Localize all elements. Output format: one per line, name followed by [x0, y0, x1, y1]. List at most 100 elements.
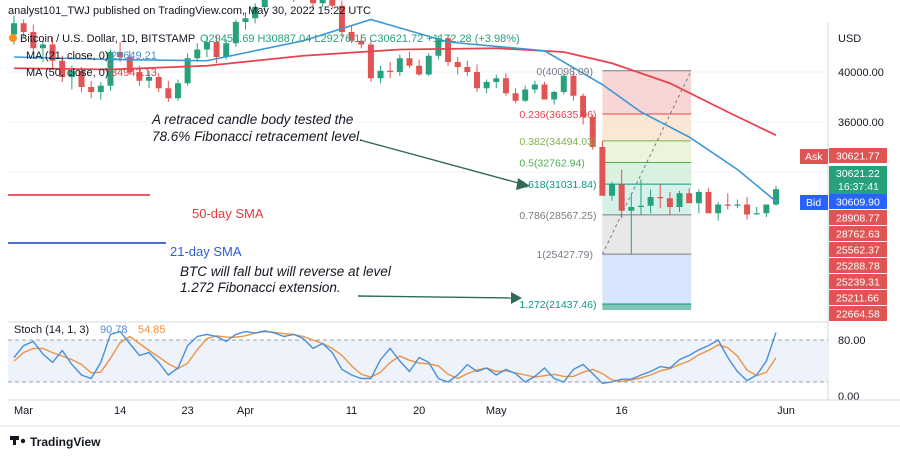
last-price-bg — [829, 166, 887, 194]
fib-level-label: 0.236(36635.96) — [519, 109, 596, 121]
candle-body — [377, 70, 384, 79]
ma21-legend[interactable]: MA (21, close, 0) 29649.21 — [26, 50, 157, 62]
fib-level-label: 0.5(32762.94) — [519, 157, 584, 169]
tradingview-logo[interactable]: TradingView — [10, 435, 101, 449]
ask-value-bg — [829, 148, 887, 163]
candle — [155, 73, 162, 92]
candle-body — [522, 89, 529, 101]
time-tick-label: 14 — [114, 405, 126, 417]
candle — [493, 74, 500, 89]
candle-body — [454, 62, 461, 67]
candle-body — [686, 193, 693, 204]
fibonacci-labels: 0(40098.09)0.236(36635.96)0.382(34494.03… — [519, 66, 596, 311]
bitcoin-icon — [9, 34, 17, 42]
candle-body — [126, 57, 133, 72]
fibonacci-retracement[interactable] — [601, 70, 692, 311]
fib-value: 36635.96 — [549, 109, 593, 121]
candle-body — [531, 84, 538, 90]
candle-body — [753, 213, 760, 215]
candle — [609, 182, 616, 201]
fib-paren-open: ( — [542, 249, 546, 261]
annotation-sma50: 50-day SMA — [192, 206, 264, 221]
annotation-arrows — [357, 139, 530, 304]
candle — [293, 0, 295, 2]
price-level-tag-bg — [829, 274, 887, 289]
ma50-legend[interactable]: MA (50, close, 0) 34942.13 — [26, 67, 157, 79]
candle-body — [502, 78, 509, 94]
candle — [329, 0, 336, 9]
candle-body — [348, 32, 355, 41]
fib-zone — [602, 214, 692, 255]
stoch-d-value: 54.85 — [138, 324, 166, 336]
fib-paren-open: ( — [546, 136, 550, 148]
candle — [348, 25, 355, 44]
candle-body — [232, 22, 239, 44]
price-level-tag: 28908.77 — [836, 213, 880, 225]
candle — [30, 24, 37, 54]
candle — [464, 60, 471, 76]
price-level-tag: 25562.37 — [836, 245, 880, 257]
annotation-retrace-line1: A retraced candle body tested the — [151, 112, 353, 127]
bar-countdown: 16:37:41 — [838, 181, 879, 193]
fib-ratio: 1 — [536, 249, 542, 261]
candle — [117, 42, 124, 62]
candle-body — [551, 92, 558, 100]
fib-ratio: 0.5 — [519, 157, 534, 169]
candle-body — [213, 42, 220, 57]
candle-body — [49, 44, 56, 61]
tv-logo-icon-dot — [20, 438, 26, 444]
time-tick-label: 16 — [616, 405, 628, 417]
candle — [512, 88, 519, 104]
candle-body — [628, 207, 635, 211]
candle — [647, 189, 654, 214]
candle-body — [637, 205, 644, 207]
candle-body — [676, 193, 683, 207]
fib-paren-close: ) — [593, 109, 597, 121]
time-tick-label: 20 — [413, 405, 425, 417]
candle — [396, 54, 403, 76]
candle — [425, 53, 432, 76]
candle-body — [338, 5, 345, 32]
candle-body — [425, 55, 432, 75]
candle-body — [705, 192, 712, 214]
candle — [97, 82, 104, 100]
candle — [242, 12, 249, 30]
symbol-legend[interactable]: Bitcoin / U.S. Dollar, 1D, BITSTAMP O294… — [9, 33, 520, 45]
candle — [78, 67, 85, 92]
candle-body — [541, 84, 548, 100]
candle-body — [117, 52, 124, 57]
stoch-legend[interactable]: Stoch (14, 1, 3) 90.78 54.85 — [14, 324, 166, 336]
candle-body — [396, 58, 403, 72]
publisher-text: analyst101_TWJ published on TradingView.… — [8, 5, 371, 17]
candle — [705, 188, 712, 214]
stoch-pane[interactable]: 80.00 0.00 — [8, 330, 866, 403]
annotation-sma21: 21-day SMA — [170, 244, 242, 259]
candle — [406, 52, 413, 69]
candle — [734, 199, 741, 209]
price-tick-label: 40000.00 — [838, 67, 884, 79]
time-tick-label: 11 — [346, 405, 357, 417]
fib-value: 40098.09 — [546, 66, 590, 78]
fib-paren-close: ) — [593, 299, 597, 311]
fib-ratio: 1.272 — [519, 299, 545, 311]
candle — [174, 79, 181, 101]
candle-body — [165, 88, 172, 99]
stoch-band — [8, 340, 828, 382]
time-tick-label: 23 — [181, 405, 193, 417]
time-axis[interactable]: Mar 14 23 Apr 11 20 May 16 Jun — [14, 405, 795, 417]
candle-body — [416, 65, 423, 75]
candle — [570, 72, 577, 101]
candle-body — [39, 44, 46, 49]
fib-paren-close: ) — [581, 157, 585, 169]
stoch-k-value: 90.78 — [100, 324, 128, 336]
candle-body — [136, 72, 143, 81]
arrow-head-2 — [511, 292, 522, 304]
candle-body — [252, 7, 259, 19]
fib-value: 25427.79 — [546, 249, 590, 261]
annotation-extension-line1: BTC will fall but will reverse at level — [180, 264, 392, 279]
price-level-tag: 28762.63 — [836, 229, 880, 241]
candle — [637, 179, 644, 215]
candle — [445, 35, 452, 66]
candle-body — [155, 77, 162, 89]
